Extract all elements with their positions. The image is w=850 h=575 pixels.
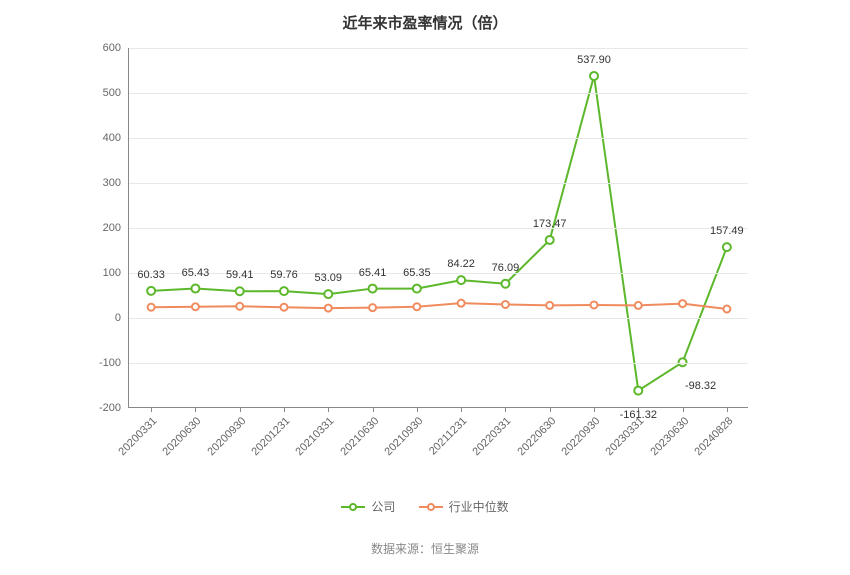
legend-swatch-company (341, 502, 365, 512)
data-label: -98.32 (685, 380, 716, 392)
x-tick (594, 407, 595, 412)
gridline (129, 138, 748, 139)
data-point (502, 301, 509, 308)
gridline (129, 273, 748, 274)
data-label: 53.09 (315, 272, 343, 284)
y-tick-label: -200 (99, 402, 129, 414)
x-tick (550, 407, 551, 412)
y-tick-label: 600 (103, 42, 129, 54)
data-point (325, 305, 332, 312)
data-point (324, 290, 332, 298)
x-tick (373, 407, 374, 412)
y-tick-label: -100 (99, 357, 129, 369)
y-tick-label: 500 (103, 87, 129, 99)
plot-area: -200-10001002003004005006002020033120200… (128, 48, 748, 408)
data-label: 65.43 (182, 267, 210, 279)
legend-label-company: 公司 (371, 498, 395, 515)
data-point (546, 302, 553, 309)
legend-label-industry-median: 行业中位数 (449, 498, 509, 515)
x-tick-label: 20210331 (294, 415, 337, 458)
x-tick-label: 20210930 (382, 415, 425, 458)
x-tick-label: 20220331 (471, 415, 514, 458)
chart-legend: 公司 行业中位数 (0, 498, 850, 515)
x-tick-label: 20200930 (205, 415, 248, 458)
y-tick-label: 100 (103, 267, 129, 279)
x-tick (151, 407, 152, 412)
data-label: 157.49 (710, 225, 744, 237)
data-point (281, 304, 288, 311)
gridline (129, 183, 748, 184)
data-point (546, 236, 554, 244)
data-source-note: 数据来源：恒生聚源 (0, 540, 850, 557)
gridline (129, 93, 748, 94)
legend-swatch-industry-median (419, 502, 443, 512)
x-tick (727, 407, 728, 412)
x-tick (195, 407, 196, 412)
data-point (634, 387, 642, 395)
x-tick-label: 20201231 (249, 415, 292, 458)
data-label: 65.35 (403, 267, 431, 279)
data-point (591, 301, 598, 308)
data-point (635, 302, 642, 309)
data-point (590, 72, 598, 80)
gridline (129, 363, 748, 364)
x-tick-label: 20211231 (427, 415, 470, 458)
gridline (129, 228, 748, 229)
data-label: 59.41 (226, 269, 254, 281)
data-point (192, 303, 199, 310)
data-point (369, 285, 377, 293)
x-tick (461, 407, 462, 412)
legend-item-industry-median: 行业中位数 (419, 498, 509, 515)
y-tick-label: 300 (103, 177, 129, 189)
data-point (236, 303, 243, 310)
y-tick-label: 0 (115, 312, 129, 324)
data-label: 84.22 (447, 258, 475, 270)
data-label: 59.76 (270, 269, 298, 281)
data-point (679, 300, 686, 307)
data-point (369, 304, 376, 311)
data-point (723, 306, 730, 313)
data-point (147, 287, 155, 295)
x-tick-label: 20240828 (692, 415, 735, 458)
data-label: 173.47 (533, 218, 567, 230)
x-tick (284, 407, 285, 412)
data-point (413, 285, 421, 293)
data-point (501, 280, 509, 288)
data-label: 537.90 (577, 54, 611, 66)
x-tick-label: 20230331 (604, 415, 647, 458)
data-label: -161.32 (620, 409, 657, 421)
pe-ratio-line-chart: -200-10001002003004005006002020033120200… (0, 0, 850, 575)
x-tick-label: 20210630 (338, 415, 381, 458)
x-tick (505, 407, 506, 412)
data-label: 76.09 (492, 262, 520, 274)
data-label: 65.41 (359, 267, 387, 279)
data-point (148, 304, 155, 311)
x-tick (417, 407, 418, 412)
x-tick-label: 20200331 (117, 415, 160, 458)
data-point (236, 287, 244, 295)
x-tick (240, 407, 241, 412)
data-label: 60.33 (137, 269, 165, 281)
y-tick-label: 200 (103, 222, 129, 234)
series-line (151, 76, 727, 391)
data-point (458, 300, 465, 307)
data-point (191, 285, 199, 293)
data-point (280, 287, 288, 295)
data-point (413, 303, 420, 310)
data-point (457, 276, 465, 284)
data-point (723, 243, 731, 251)
x-tick-label: 20200630 (161, 415, 204, 458)
x-tick (683, 407, 684, 412)
x-tick (328, 407, 329, 412)
y-tick-label: 400 (103, 132, 129, 144)
gridline (129, 48, 748, 49)
x-tick-label: 20220930 (559, 415, 602, 458)
x-tick-label: 20230630 (648, 415, 691, 458)
gridline (129, 318, 748, 319)
legend-item-company: 公司 (341, 498, 395, 515)
x-tick-label: 20220630 (515, 415, 558, 458)
